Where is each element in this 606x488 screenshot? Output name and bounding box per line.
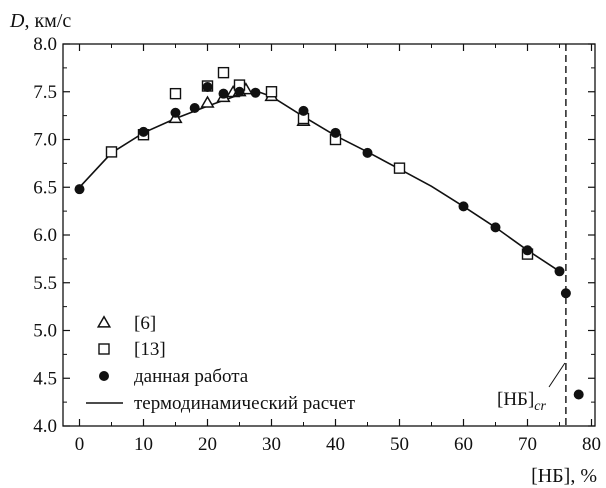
- y-tick-label: 6.5: [33, 177, 57, 198]
- point-s0-1: [200, 95, 215, 108]
- y-axis-title: D, км/с: [9, 10, 71, 32]
- legend-marker-1: [98, 343, 110, 355]
- x-tick-label: 20: [198, 434, 217, 455]
- point-s1-6: [265, 86, 278, 98]
- point-s2-15: [560, 288, 571, 299]
- point-s2-7: [250, 87, 261, 98]
- point-s2-1: [138, 126, 149, 137]
- x-tick-label: 60: [454, 434, 473, 455]
- point-s2-6: [234, 86, 245, 97]
- point-s2-11: [458, 201, 469, 212]
- point-s2-10: [362, 147, 373, 158]
- point-s1-0: [105, 146, 118, 158]
- point-s2-0: [74, 184, 85, 195]
- legend-marker-2: [99, 371, 109, 381]
- critical-line-group: [НБ]cr: [497, 44, 567, 426]
- critical-label: [НБ]cr: [497, 389, 547, 414]
- critical-label-sub: cr: [534, 399, 546, 414]
- y-tick-label: 4.0: [33, 416, 57, 437]
- axis-ticks: [63, 43, 595, 427]
- critical-leader-line: [548, 362, 566, 388]
- data-marks: [74, 66, 584, 400]
- y-axis-unit: , км/с: [24, 10, 71, 32]
- x-tick-label: 50: [390, 434, 409, 455]
- point-s2-12: [490, 222, 501, 233]
- point-s1-9: [393, 162, 406, 174]
- y-tick-label: 8.0: [33, 34, 57, 55]
- y-tick-label: 4.5: [33, 368, 57, 389]
- point-s2-14: [554, 266, 565, 277]
- x-tick-label: 70: [518, 434, 537, 455]
- series-line-3: [78, 89, 560, 272]
- tick-labels: 0 10 20 30 40 50 60 70 80 4.0 4.5 5.0 5.5 6.0 6.5 7.0 7.…: [33, 34, 601, 455]
- point-s2-3: [189, 102, 200, 113]
- point-s2-4: [202, 81, 213, 92]
- point-s2-5: [218, 88, 229, 99]
- y-tick-label: 6.0: [33, 225, 57, 246]
- legend-marker-0: [96, 315, 112, 328]
- point-s2-2: [170, 107, 181, 118]
- point-s2-16: [573, 389, 584, 400]
- y-tick-label: 5.0: [33, 321, 57, 342]
- y-tick-label: 7.5: [33, 82, 57, 103]
- point-s2-8: [298, 105, 309, 116]
- legend-label-3: термодинамический расчет: [134, 393, 356, 414]
- y-tick-label: 5.5: [33, 273, 57, 294]
- x-tick-label: 10: [134, 434, 153, 455]
- x-tick-label: 0: [75, 434, 85, 455]
- critical-label-main: [НБ]: [497, 389, 534, 410]
- legend-label-1: [13]: [134, 339, 166, 360]
- x-tick-label: 80: [582, 434, 601, 455]
- legend: [6] [13] данная работа термодинамический ра…: [86, 313, 356, 414]
- legend-label-0: [6]: [134, 313, 156, 334]
- point-s1-2: [169, 87, 182, 100]
- x-axis-title: [НБ], %: [531, 465, 597, 487]
- point-s2-13: [522, 245, 533, 256]
- point-s2-9: [330, 127, 341, 138]
- legend-label-2: данная работа: [134, 366, 249, 387]
- point-s1-4: [217, 66, 230, 79]
- x-tick-label: 30: [262, 434, 281, 455]
- y-axis-var: D: [9, 10, 25, 32]
- y-tick-label: 7.0: [33, 130, 57, 151]
- x-tick-label: 40: [326, 434, 345, 455]
